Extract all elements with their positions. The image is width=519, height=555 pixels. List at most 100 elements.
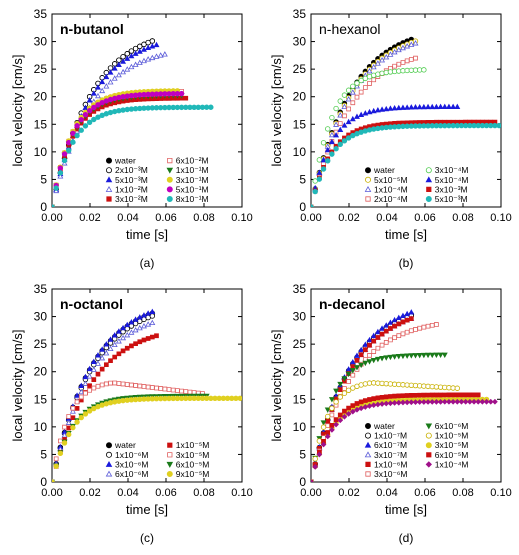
- x-tick-label: 0.06: [155, 487, 176, 499]
- data-point: [341, 376, 348, 382]
- data-point: [400, 319, 406, 325]
- data-point: [107, 345, 114, 352]
- data-point: [366, 359, 373, 365]
- y-tick-label: 35: [293, 7, 307, 21]
- data-point: [358, 77, 364, 84]
- data-point: [371, 77, 377, 83]
- data-point: [354, 365, 360, 371]
- data-point: [387, 105, 394, 111]
- legend-label: 5x10⁻³M: [435, 194, 468, 204]
- data-point: [425, 399, 431, 405]
- data-point: [316, 169, 323, 175]
- data-point: [91, 385, 97, 391]
- data-point: [345, 411, 352, 417]
- data-point: [370, 63, 377, 70]
- data-point: [120, 58, 127, 64]
- data-point: [325, 413, 331, 420]
- data-point: [408, 316, 414, 321]
- data-point: [362, 398, 368, 403]
- chart-panel-1: 0.00 0.02 0.04 0.06 0.08 0.10 0 5 10 15 20 25 30 35 ti…: [0, 0, 260, 275]
- data-point: [479, 398, 486, 405]
- data-point: [354, 83, 360, 89]
- chart-title: n-octanol: [60, 296, 123, 312]
- data-point: [349, 89, 356, 95]
- data-point: [367, 342, 372, 348]
- data-point: [383, 328, 389, 334]
- data-point: [183, 389, 189, 394]
- x-tick-label: 0.00: [300, 487, 321, 499]
- data-point: [450, 398, 456, 405]
- data-point: [128, 318, 135, 325]
- legend-label: 1x10⁻⁴M: [435, 459, 469, 469]
- plot-area: [52, 38, 214, 207]
- y-tick-label: 35: [293, 282, 307, 296]
- data-point: [86, 97, 93, 103]
- data-point: [320, 441, 327, 448]
- data-point: [349, 408, 356, 415]
- data-point: [157, 52, 164, 58]
- y-tick-label: 0: [299, 200, 306, 214]
- data-point: [324, 433, 331, 440]
- data-point: [429, 103, 436, 110]
- data-point: [128, 323, 135, 329]
- data-point: [66, 431, 72, 438]
- data-point: [78, 382, 85, 388]
- x-tick-label: 0.06: [155, 212, 176, 224]
- data-point: [136, 324, 143, 331]
- data-point: [342, 386, 347, 391]
- data-point: [404, 43, 411, 49]
- data-point: [95, 371, 101, 377]
- legend-marker: [364, 451, 372, 458]
- legend-label: 1x10⁻⁵M: [435, 431, 469, 441]
- legend-label: 5x10⁻³M: [115, 175, 148, 185]
- data-point: [437, 352, 444, 359]
- data-point: [362, 341, 369, 347]
- data-point: [383, 322, 390, 328]
- data-point: [321, 438, 326, 444]
- data-point: [124, 382, 130, 387]
- data-point: [108, 380, 113, 386]
- data-point: [429, 399, 436, 405]
- data-point: [124, 345, 130, 351]
- legend-marker: [106, 196, 112, 202]
- y-axis-label: local velocity [cm/s]: [269, 330, 284, 442]
- data-point: [374, 356, 381, 363]
- legend-label: 6x10⁻²M: [176, 156, 209, 166]
- plot-area: [311, 309, 498, 482]
- y-tick-label: 30: [293, 35, 307, 49]
- data-point: [329, 114, 335, 121]
- data-point: [471, 392, 477, 398]
- series-3: [52, 308, 156, 482]
- legend-marker: [105, 185, 113, 192]
- data-point: [149, 308, 156, 314]
- data-point: [366, 67, 373, 74]
- data-point: [412, 104, 419, 110]
- data-point: [140, 57, 147, 64]
- data-point: [53, 463, 59, 469]
- data-point: [91, 104, 97, 111]
- legend-label: 3x10⁻³M: [435, 184, 468, 194]
- data-point: [86, 119, 93, 126]
- y-tick-label: 10: [293, 420, 307, 434]
- data-point: [433, 103, 440, 110]
- data-point: [350, 100, 356, 106]
- data-point: [483, 398, 490, 405]
- data-point: [70, 130, 76, 136]
- data-point: [61, 151, 68, 157]
- legend-marker: [166, 461, 174, 468]
- legend-marker: [166, 186, 173, 193]
- data-point: [446, 392, 452, 398]
- data-point: [136, 314, 143, 320]
- legend-marker: [106, 157, 113, 164]
- legend-label: 1x10⁻⁴M: [374, 184, 408, 194]
- plot-frame: [51, 288, 243, 483]
- data-point: [141, 337, 147, 343]
- x-tick-label: 0.08: [452, 212, 473, 224]
- data-point: [400, 60, 406, 65]
- data-point: [442, 392, 448, 398]
- y-tick-label: 15: [293, 392, 307, 406]
- data-point: [408, 393, 414, 398]
- data-point: [78, 388, 85, 395]
- data-point: [312, 463, 319, 470]
